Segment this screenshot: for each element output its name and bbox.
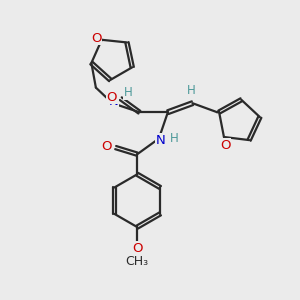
Text: H: H — [170, 132, 179, 145]
Text: O: O — [101, 140, 112, 153]
Text: O: O — [91, 32, 101, 45]
Text: O: O — [220, 139, 231, 152]
Text: N: N — [109, 95, 119, 108]
Text: O: O — [106, 91, 117, 104]
Text: H: H — [187, 84, 195, 97]
Text: CH₃: CH₃ — [126, 255, 149, 268]
Text: O: O — [132, 242, 142, 255]
Text: H: H — [124, 86, 132, 99]
Text: N: N — [155, 134, 165, 147]
